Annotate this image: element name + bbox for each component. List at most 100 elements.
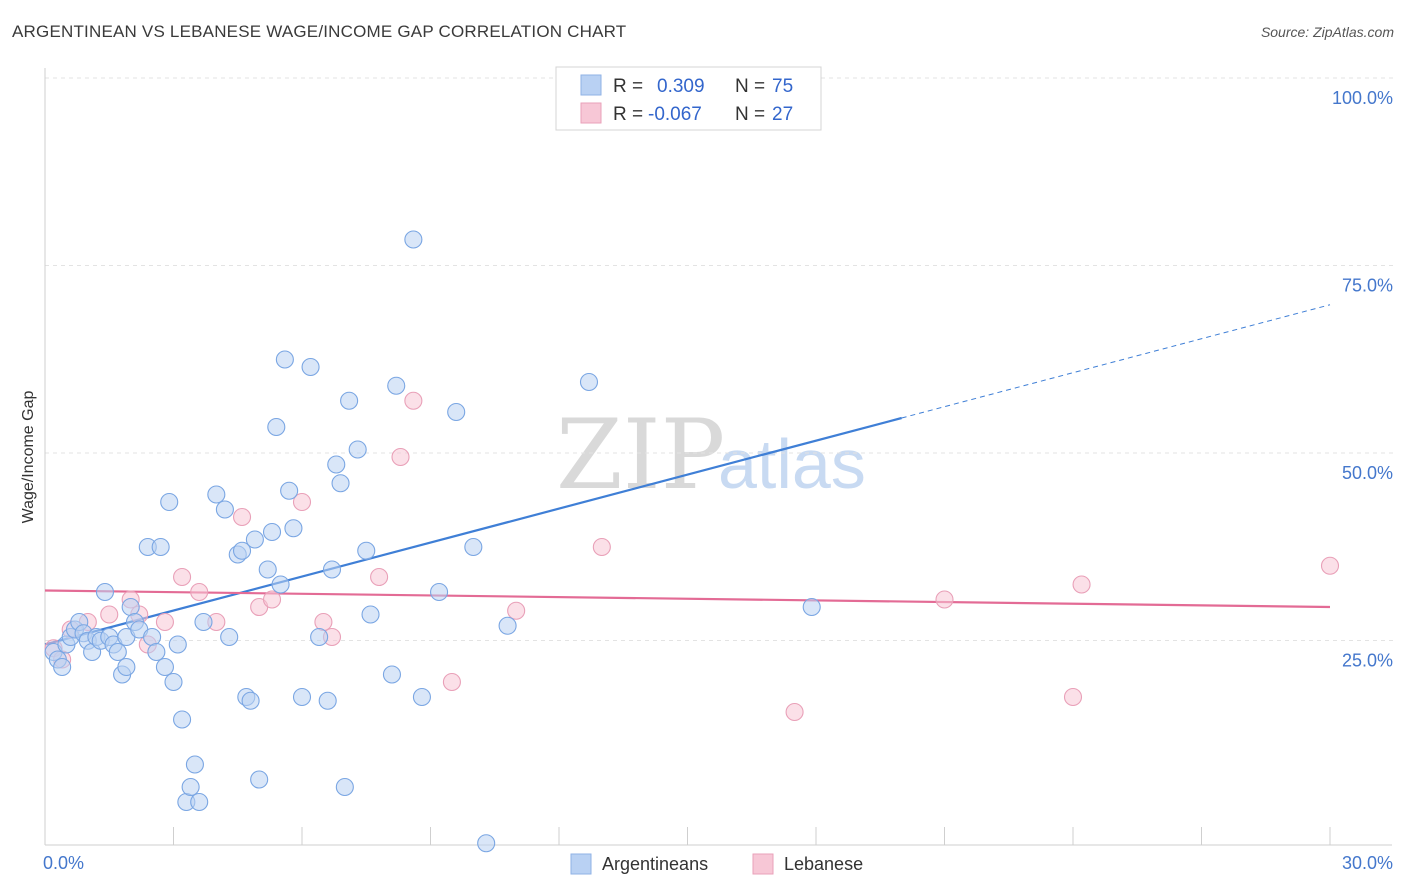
trend-argentineans [44, 416, 902, 646]
point-argentineans [348, 440, 367, 459]
point-argentineans [322, 560, 342, 579]
point-argentineans [361, 605, 380, 624]
bottom-legend: Argentineans Lebanese [570, 853, 863, 875]
legend-n-label-1: N = [735, 76, 765, 97]
legend-n-value-1: 75 [772, 76, 793, 97]
point-argentineans [284, 519, 303, 538]
point-argentineans [318, 691, 337, 710]
point-lebanese [370, 567, 389, 587]
point-argentineans [498, 616, 517, 635]
legend-n-label-2: N = [735, 104, 765, 125]
point-argentineans [241, 691, 260, 710]
point-argentineans [275, 350, 294, 369]
point-argentineans [121, 597, 140, 617]
point-lebanese [314, 612, 333, 632]
point-lebanese [1320, 556, 1340, 575]
legend-r-label-1: R = [613, 76, 643, 97]
y-tick-label: 100.0% [1332, 88, 1393, 108]
legend-swatch-pink [580, 102, 602, 124]
point-argentineans [271, 575, 290, 594]
point-lebanese [262, 590, 282, 609]
point-lebanese [404, 391, 423, 410]
point-argentineans [327, 455, 346, 474]
point-argentineans [447, 402, 466, 422]
y-tick-label: 25.0% [1342, 651, 1393, 671]
point-lebanese [155, 612, 174, 632]
point-lebanese [442, 672, 461, 692]
point-lebanese [173, 567, 192, 587]
point-lebanese [232, 507, 252, 527]
point-argentineans [335, 777, 354, 797]
point-argentineans [292, 687, 312, 707]
x-tick-label: 0.0% [43, 853, 84, 873]
point-argentineans [190, 792, 209, 812]
chart-title: ARGENTINEAN VS LEBANESE WAGE/INCOME GAP … [12, 22, 627, 41]
point-argentineans [207, 485, 226, 504]
point-lebanese [592, 537, 611, 557]
point-argentineans [579, 372, 599, 392]
point-argentineans [404, 230, 423, 249]
point-argentineans [95, 582, 115, 602]
point-argentineans [160, 492, 179, 512]
point-argentineans [412, 687, 431, 707]
point-argentineans [464, 537, 483, 557]
point-argentineans [168, 635, 187, 654]
y-tick-label: 50.0% [1342, 463, 1393, 483]
legend: R = 0.309 N = 75 R = -0.067 N = 27 [555, 66, 822, 131]
point-argentineans [108, 642, 127, 662]
y-tick-labels: 100.0% 75.0% 50.0% 25.0% [1332, 88, 1393, 671]
x-tick-labels: 0.0% 30.0% [43, 853, 1393, 873]
point-lebanese [100, 605, 119, 624]
point-argentineans [220, 627, 239, 647]
point-argentineans [331, 474, 350, 493]
point-argentineans [357, 541, 376, 560]
legend-r-value-1: 0.309 [657, 76, 705, 97]
point-argentineans [194, 612, 213, 632]
point-argentineans [232, 541, 252, 560]
point-argentineans [382, 665, 402, 684]
axes [44, 68, 1392, 846]
point-lebanese [292, 492, 312, 512]
trend-argentineans-extension [901, 304, 1331, 419]
point-argentineans [387, 376, 406, 395]
y-axis-label: Wage/Income Gap [20, 391, 37, 524]
trend-lebanese [44, 589, 1331, 609]
point-argentineans [245, 530, 264, 549]
bottom-legend-argentineans: Argentineans [602, 854, 708, 874]
x-tick-label: 30.0% [1342, 853, 1393, 873]
point-argentineans [802, 597, 821, 617]
point-argentineans [430, 582, 449, 602]
trend-lines [44, 304, 1331, 646]
point-argentineans [181, 777, 200, 797]
point-argentineans [301, 357, 320, 377]
point-argentineans [143, 627, 162, 647]
point-argentineans [117, 657, 136, 677]
legend-r-label-2: R = [613, 104, 643, 125]
point-argentineans [267, 417, 286, 437]
watermark-zip: ZIP [556, 399, 725, 511]
point-argentineans [258, 560, 277, 579]
bottom-legend-swatch-blue [570, 853, 592, 875]
point-argentineans [250, 770, 269, 789]
point-argentineans [173, 710, 192, 729]
point-argentineans [310, 627, 329, 647]
point-lebanese [507, 601, 526, 620]
point-lebanese [190, 582, 209, 602]
point-argentineans [164, 672, 183, 692]
bottom-legend-swatch-pink [752, 853, 774, 875]
point-argentineans [53, 657, 72, 677]
point-argentineans [215, 500, 234, 519]
point-argentineans [147, 642, 166, 662]
point-lebanese [1072, 575, 1091, 594]
point-argentineans [155, 657, 174, 677]
point-lebanese [785, 702, 804, 722]
point-argentineans [262, 522, 282, 542]
point-lebanese [1063, 687, 1083, 707]
source-label: Source: ZipAtlas.com [1260, 24, 1394, 40]
legend-r-value-2: -0.067 [648, 104, 702, 125]
bottom-legend-lebanese: Lebanese [784, 854, 863, 874]
point-lebanese [391, 447, 410, 467]
y-tick-label: 75.0% [1342, 276, 1393, 296]
point-argentineans [477, 834, 496, 853]
